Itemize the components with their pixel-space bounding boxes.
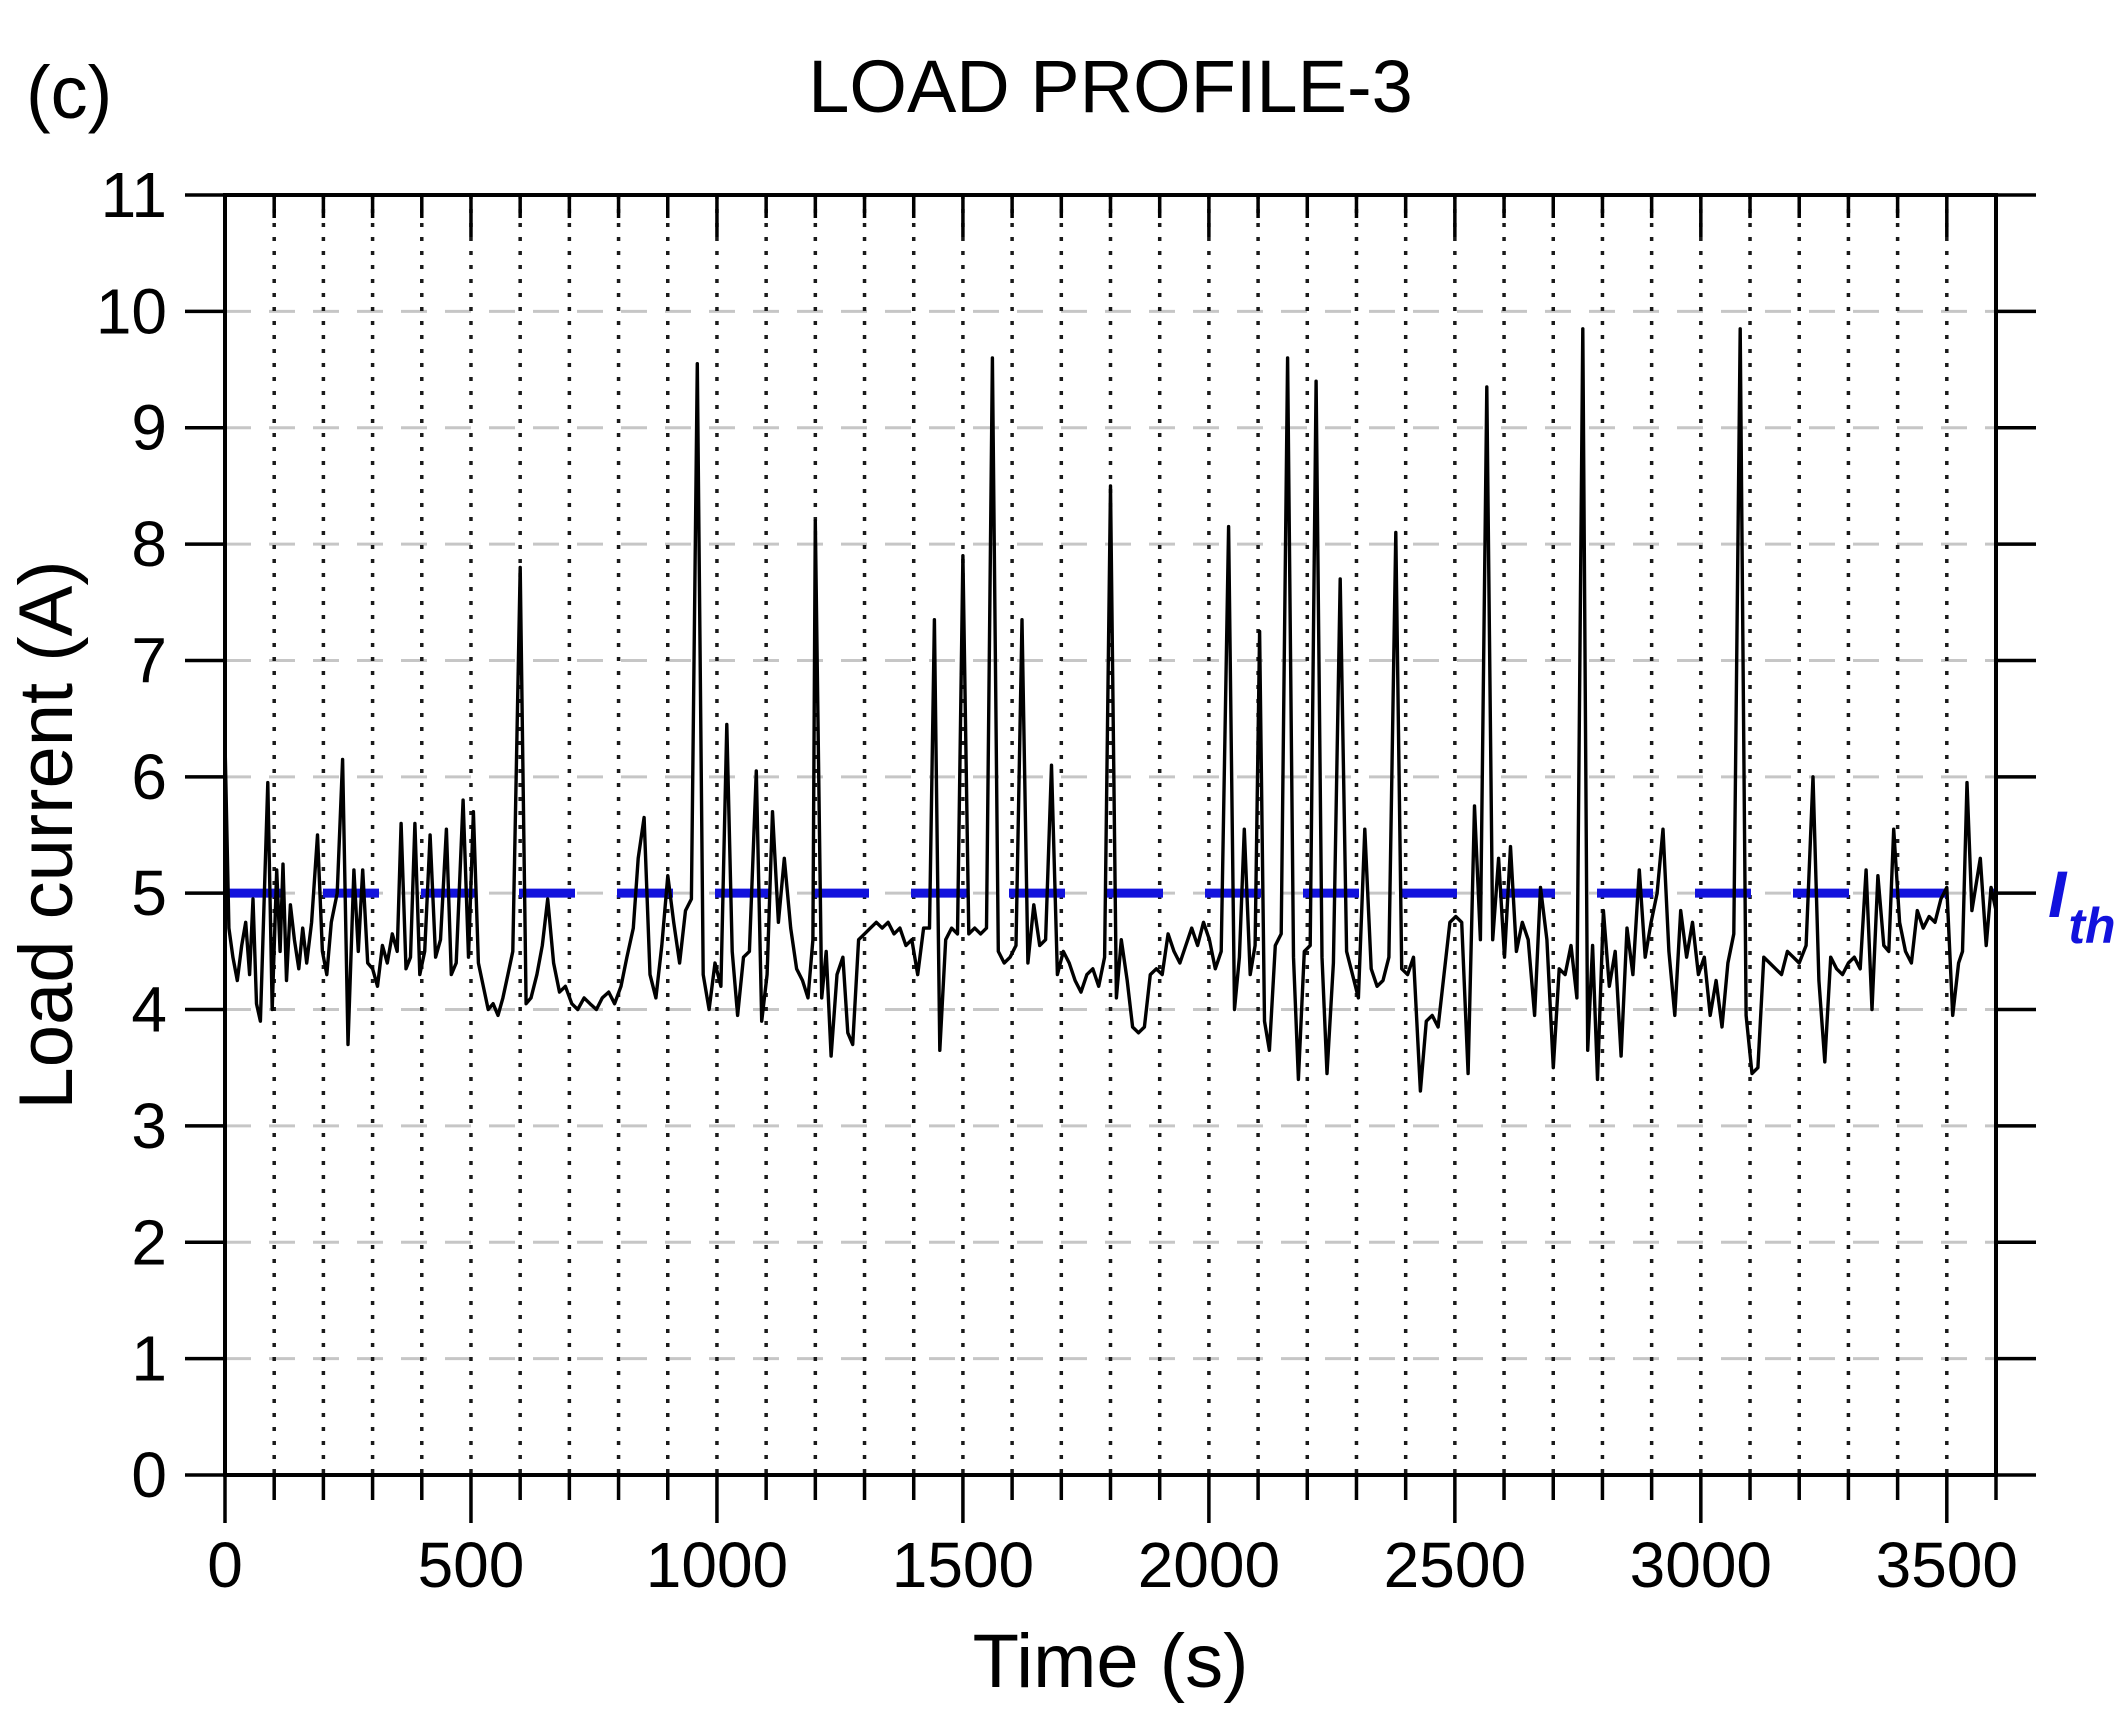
chart-title: LOAD PROFILE-3: [808, 45, 1413, 128]
y-tick-label: 0: [131, 1439, 167, 1511]
y-tick-label: 3: [131, 1090, 167, 1162]
y-tick-label: 8: [131, 508, 167, 580]
panel-label: (c): [26, 51, 112, 134]
y-tick-label: 7: [131, 624, 167, 696]
x-tick-label: 1000: [646, 1529, 788, 1601]
y-tick-label: 11: [101, 159, 167, 231]
y-tick-label: 2: [131, 1206, 167, 1278]
y-tick-label: 9: [131, 392, 167, 464]
x-tick-label: 0: [207, 1529, 243, 1601]
y-tick-label: 1: [131, 1323, 167, 1395]
x-tick-label: 1500: [892, 1529, 1034, 1601]
x-tick-label: 2000: [1138, 1529, 1280, 1601]
x-tick-label: 3000: [1630, 1529, 1772, 1601]
y-tick-label: 4: [131, 974, 167, 1046]
data-line-load-current: [223, 327, 1998, 1093]
x-axis-label: Time (s): [973, 1619, 1249, 1704]
x-tick-label: 3500: [1876, 1529, 2018, 1601]
x-tick-label: 500: [418, 1529, 525, 1601]
y-tick-label: 5: [131, 857, 167, 929]
y-axis-label: Load current (A): [4, 560, 89, 1109]
y-tick-label: 6: [131, 741, 167, 813]
threshold-label: Ith: [2048, 857, 2116, 954]
y-tick-label: 10: [96, 275, 167, 347]
x-tick-label: 2500: [1384, 1529, 1526, 1601]
plot-border: [223, 193, 1998, 1477]
